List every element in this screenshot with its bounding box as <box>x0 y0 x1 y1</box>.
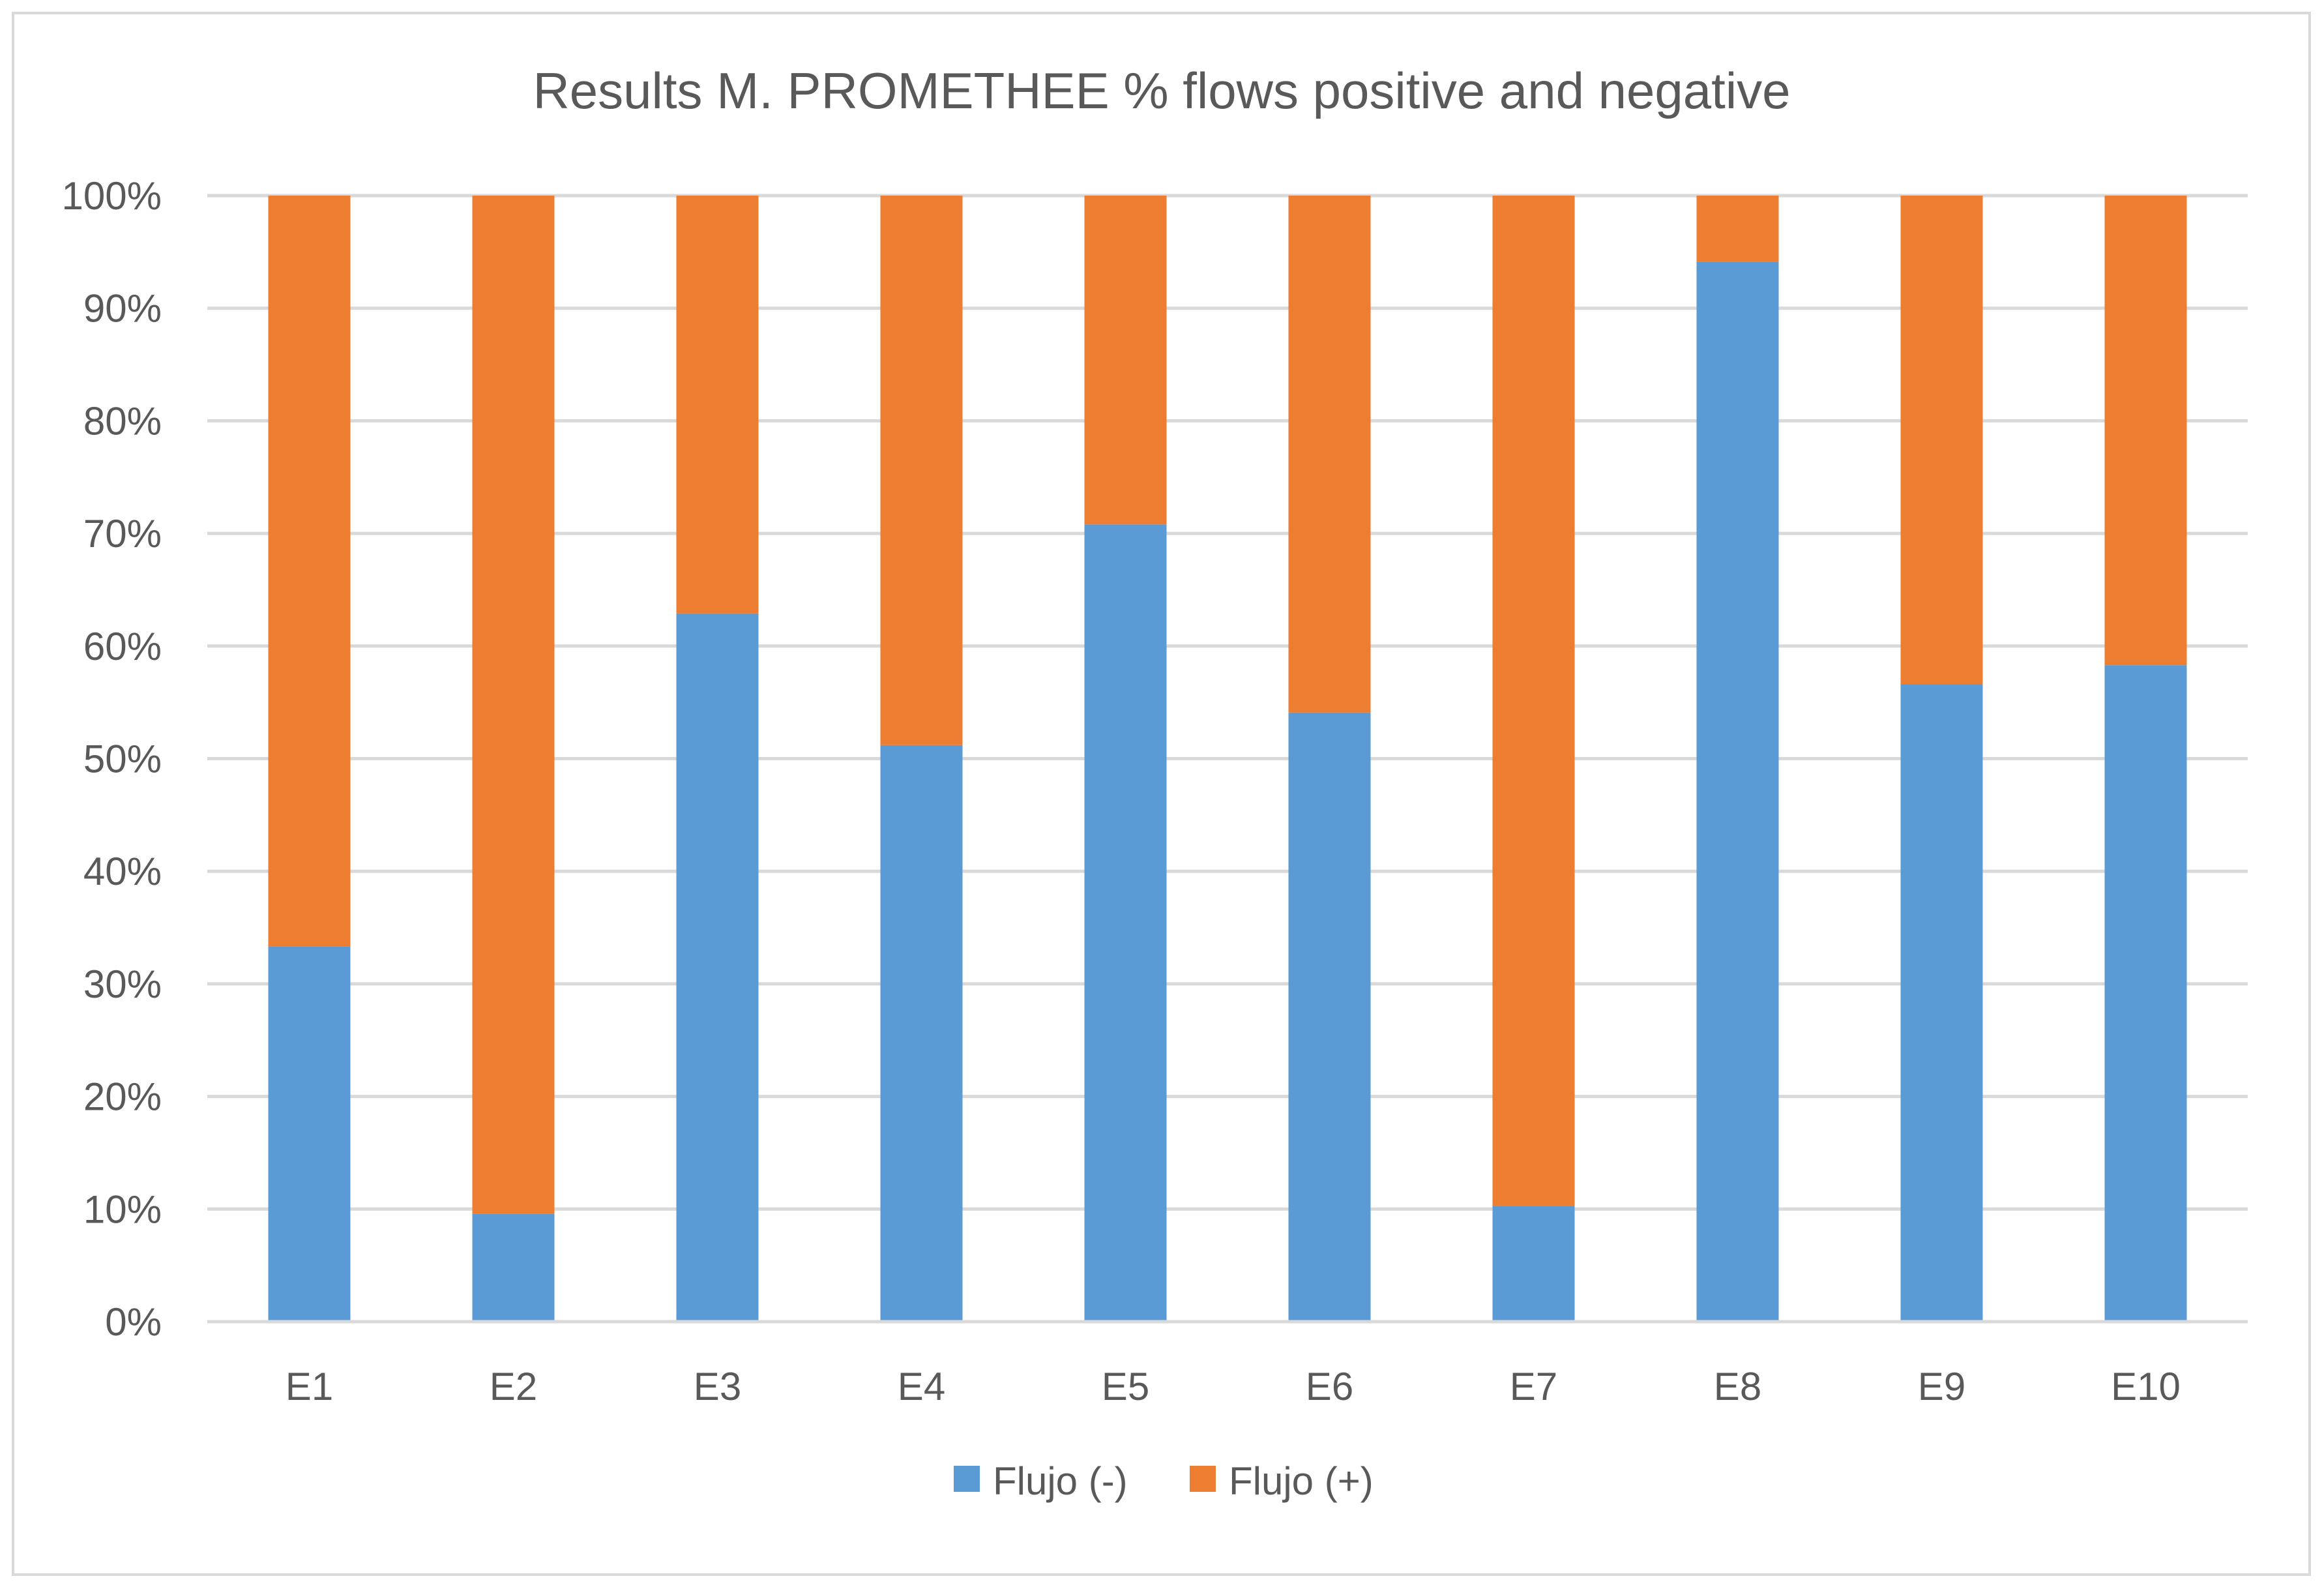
y-tick-label: 10% <box>83 1187 162 1231</box>
bar-e6-series-1 <box>1288 712 1371 1322</box>
x-tick-label: E1 <box>286 1365 333 1408</box>
y-tick-label: 0% <box>105 1300 162 1344</box>
y-tick-label: 30% <box>83 962 162 1006</box>
y-tick-label: 40% <box>83 850 162 893</box>
x-tick-label: E3 <box>694 1365 741 1408</box>
x-tick-label: E2 <box>490 1365 537 1408</box>
bar-e10-series-1 <box>2104 665 2187 1322</box>
bar-e5-series-1 <box>1084 524 1167 1322</box>
bar-e1-series-1 <box>268 946 351 1322</box>
y-tick-label: 50% <box>83 737 162 781</box>
bar-e7-series-1 <box>1492 1206 1575 1322</box>
y-tick-label: 20% <box>83 1075 162 1119</box>
legend-swatch <box>1190 1466 1216 1492</box>
bar-e8-series-1 <box>1696 261 1779 1322</box>
bar-e4-series-2 <box>880 196 963 745</box>
x-axis-ticks: E1 E2 E3 E4 E5 E6 E7 E8 E9 E10 <box>286 1365 2181 1408</box>
bar-e9-series-2 <box>1900 196 1983 685</box>
x-tick-label: E5 <box>1102 1365 1149 1408</box>
x-tick-label: E6 <box>1306 1365 1353 1408</box>
bar-e3-series-1 <box>676 613 759 1322</box>
bar-e2-series-1 <box>472 1213 555 1322</box>
y-tick-label: 80% <box>83 399 162 443</box>
bar-e9-series-1 <box>1900 684 1983 1322</box>
bar-e10-series-2 <box>2104 196 2187 666</box>
bar-e5-series-2 <box>1084 196 1167 525</box>
bar-e8-series-2 <box>1696 196 1779 262</box>
bars <box>207 196 2248 1324</box>
bar-e1-series-2 <box>268 196 351 947</box>
bar-e3-series-2 <box>676 196 759 614</box>
bar-e4-series-1 <box>880 745 963 1322</box>
chart-title: Results M. PROMETHEE % flows positive an… <box>533 62 1790 119</box>
legend-label: Flujo (+) <box>1229 1459 1374 1503</box>
x-tick-label: E10 <box>2111 1365 2181 1408</box>
legend: Flujo (-) Flujo (+) <box>954 1459 1374 1503</box>
y-tick-label: 70% <box>83 512 162 556</box>
x-tick-label: E9 <box>1918 1365 1965 1408</box>
y-tick-label: 60% <box>83 625 162 668</box>
x-tick-label: E4 <box>898 1365 945 1408</box>
x-tick-label: E8 <box>1714 1365 1761 1408</box>
y-tick-label: 90% <box>83 287 162 331</box>
x-tick-label: E7 <box>1510 1365 1557 1408</box>
bar-e7-series-2 <box>1492 196 1575 1206</box>
bar-e6-series-2 <box>1288 196 1371 713</box>
bar-e2-series-2 <box>472 196 555 1214</box>
legend-label: Flujo (-) <box>993 1459 1128 1503</box>
y-tick-label: 100% <box>62 174 162 218</box>
y-axis-ticks: 0% 10% 20% 30% 40% 50% 60% 70% 80% 90% 100% <box>62 174 162 1344</box>
legend-swatch <box>954 1466 980 1492</box>
